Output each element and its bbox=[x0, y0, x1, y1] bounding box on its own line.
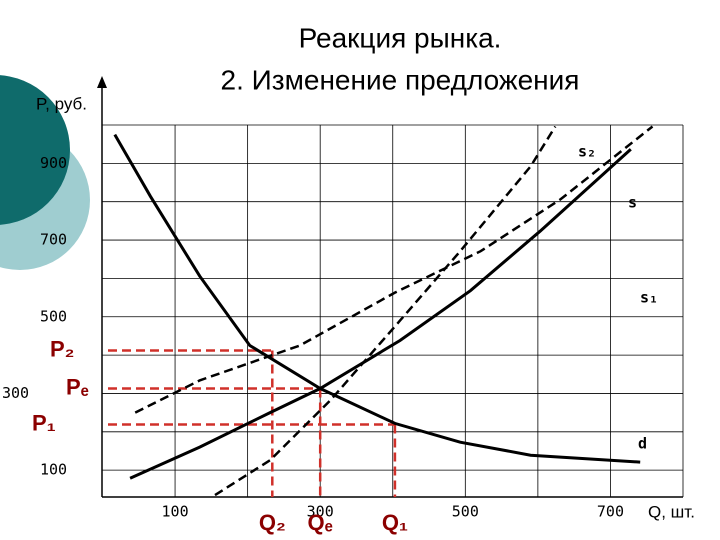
price-label: Pₑ bbox=[66, 374, 89, 399]
y-tick-label: 700 bbox=[40, 231, 67, 249]
x-tick-label: 100 bbox=[162, 503, 189, 521]
price-label: P₁ bbox=[32, 410, 56, 435]
curve-label: s₁ bbox=[640, 289, 658, 307]
decor-circle bbox=[0, 75, 70, 225]
chart-title: Реакция рынка. bbox=[299, 22, 502, 53]
curve bbox=[129, 148, 632, 480]
x-tick-label: 700 bbox=[597, 503, 624, 521]
quantity-label: Q₁ bbox=[382, 510, 408, 535]
quantity-label: Qₑ bbox=[307, 510, 332, 535]
chart-subtitle: 2. Изменение предложения bbox=[221, 64, 580, 95]
grid bbox=[102, 124, 684, 497]
curve-label: s₂ bbox=[578, 143, 596, 161]
y-tick-label: 900 bbox=[40, 154, 67, 172]
x-tick-label: 500 bbox=[452, 503, 479, 521]
price-label: P₂ bbox=[50, 336, 74, 361]
y-tick-label: 500 bbox=[40, 307, 67, 325]
y-axis-arrow bbox=[97, 76, 107, 88]
y-tick-label: 100 bbox=[40, 461, 67, 479]
curve-label: s bbox=[628, 194, 637, 212]
x-axis-label: Q, шт. bbox=[648, 502, 695, 521]
x-tick-label: 300 bbox=[307, 503, 334, 521]
y-tick-label: 300 bbox=[2, 384, 29, 402]
curve bbox=[214, 125, 557, 497]
quantity-label: Q₂ bbox=[259, 510, 286, 535]
curve bbox=[134, 125, 654, 414]
curve bbox=[113, 133, 641, 464]
y-axis-label: P, руб. bbox=[36, 94, 87, 113]
curve-label: d bbox=[638, 435, 647, 453]
